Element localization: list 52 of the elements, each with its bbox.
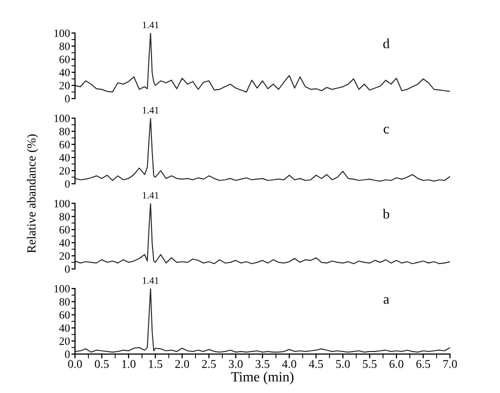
text: 1.41: [142, 22, 158, 28]
x-tick-label: 0.5: [94, 360, 109, 368]
line-series: [75, 203, 450, 264]
y-tick-label: 80: [59, 212, 70, 220]
y-tick-label: 60: [60, 311, 70, 319]
text: 1.41: [142, 106, 158, 114]
y-tick-label: 40: [59, 154, 70, 162]
x-tick-label: 6.5: [416, 360, 430, 368]
x-tick-label: 4.0: [282, 360, 296, 368]
y-tick-label: 20: [60, 337, 70, 345]
y-tick-label: 20: [60, 167, 70, 175]
y-tick-label: 60: [60, 140, 70, 148]
annotation: c: [384, 126, 389, 134]
y-tick-label: 100: [54, 114, 70, 122]
annotation: a: [384, 297, 390, 304]
y-tick-label: 40: [59, 239, 70, 247]
x-tick-label: 1.5: [149, 360, 162, 368]
y-tick-label: 80: [59, 42, 70, 50]
y-tick-label: 0: [65, 350, 70, 358]
line-series: [75, 33, 450, 92]
x-tick-label: 0.0: [68, 360, 82, 368]
annotation: d: [383, 38, 390, 48]
x-tick-label: 4.5: [308, 360, 323, 368]
y-tick-label: 20: [60, 252, 70, 260]
x-tick-label: 1.0: [122, 360, 136, 368]
x-tick-label: 2.5: [202, 360, 216, 368]
y-tick-label: 0: [65, 265, 70, 273]
y-tick-label: 100: [54, 285, 70, 293]
x-tick-label: 3.5: [256, 360, 270, 368]
y-tick-label: 40: [59, 324, 70, 332]
y-tick-label: 0: [65, 180, 70, 188]
annotation: b: [382, 208, 390, 219]
x-tick-label: 6.0: [390, 360, 404, 368]
y-tick-label: 80: [59, 298, 70, 306]
x-tick-label: 7.0: [443, 360, 457, 368]
y-tick-label: 20: [60, 82, 70, 90]
y-tick-label: 100: [54, 200, 70, 208]
y-tick-label: 80: [59, 128, 70, 136]
x-axis-title: Time (min): [231, 372, 294, 384]
x-tick-label: 2.0: [175, 360, 190, 368]
text: 1.41: [142, 277, 158, 284]
y-tick-label: 40: [59, 68, 70, 76]
x-tick-label: 5.0: [336, 360, 350, 368]
y-tick-label: 60: [60, 56, 70, 64]
text: 1.41: [142, 192, 158, 199]
y-tick-label: 100: [54, 29, 70, 37]
y-tick-label: 0: [65, 95, 70, 103]
line-series: [75, 118, 450, 182]
y-axis-title: Relative abandance (%): [26, 134, 38, 253]
y-tick-label: 60: [60, 226, 70, 234]
x-tick-label: 3.0: [228, 360, 243, 368]
x-tick-label: 5.5: [362, 360, 377, 368]
